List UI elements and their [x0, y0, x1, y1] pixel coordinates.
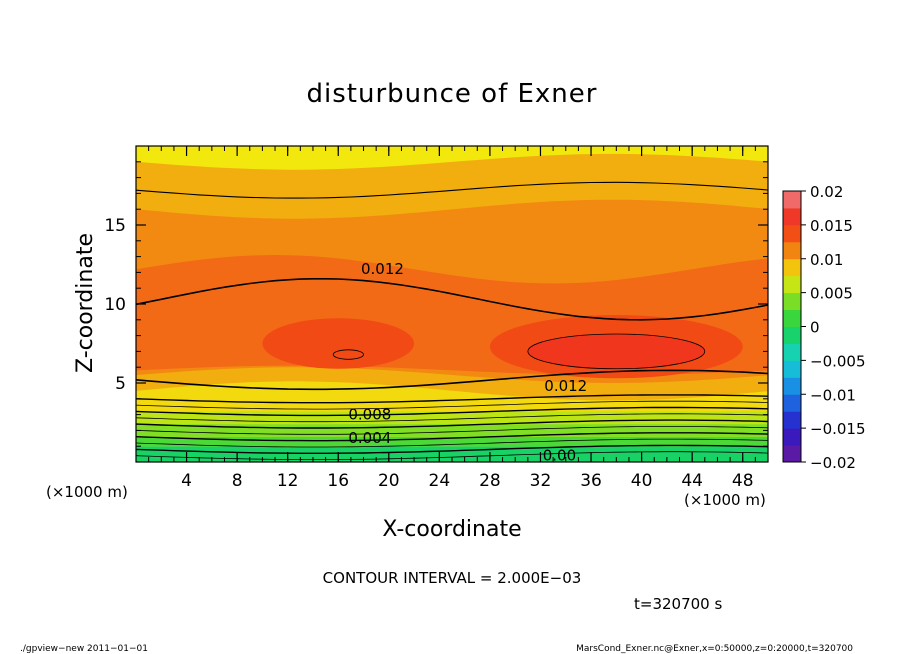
- colorbar-tick-label: −0.02: [810, 454, 856, 472]
- contour-label: 0.012: [361, 260, 404, 278]
- x-tick-label: 32: [530, 471, 552, 491]
- y-axis-label: Z-coordinate: [73, 233, 98, 373]
- colorbar-segment: [783, 411, 801, 429]
- y-axis-ticks: 5 10 15: [104, 145, 768, 463]
- contour-line-lower-4: [135, 419, 769, 429]
- max-region-left: [262, 318, 415, 369]
- x-axis-ticks: 4 8 12 16 20 24 28 32 36 40 44 48: [135, 146, 769, 491]
- x-tick-label: 16: [327, 471, 349, 491]
- colorbar-segment: [783, 343, 801, 361]
- x-unit-left: (×1000 m): [46, 483, 128, 501]
- colorbar-tick-label: 0.015: [810, 217, 853, 235]
- colorbar-segment: [783, 394, 801, 412]
- x-tick-label: 36: [580, 471, 602, 491]
- contour-line-lower-6: [135, 432, 769, 442]
- colorbar-tick-label: −0.01: [810, 386, 856, 404]
- colorbar-segment: [783, 428, 801, 446]
- colorbar-segment: [783, 241, 801, 260]
- colorbar-tick-label: −0.005: [810, 352, 866, 370]
- contour-label: 0.00: [543, 446, 576, 464]
- colorbar-segment: [783, 377, 801, 395]
- band-1: [136, 446, 768, 462]
- colorbar-segment: [783, 309, 801, 327]
- x-axis-label: X-coordinate: [382, 517, 521, 542]
- colorbar-segment: [783, 258, 801, 277]
- colorbar: 0.02 0.015 0.01 0.005 0 −0.005 −0.01 −0.015 −0.0…: [782, 183, 866, 472]
- contour-line-lower-0: [135, 394, 769, 404]
- y-tick-label: 5: [115, 374, 126, 394]
- colorbar-segment: [783, 275, 801, 294]
- colorbar-tick-label: 0.01: [810, 251, 843, 269]
- contour-label: 0.008: [348, 405, 391, 423]
- band-2: [136, 436, 768, 447]
- x-tick-label: 24: [429, 471, 451, 491]
- colorbar-segment: [783, 191, 801, 209]
- contour-line-upper: [135, 181, 769, 199]
- colorbar-segment: [783, 445, 801, 463]
- contour-line-lower-5: [135, 426, 769, 435]
- contour-line-lower-1: [135, 400, 769, 410]
- colorbar-segment: [783, 326, 801, 344]
- contour-line-lower-2: [135, 406, 769, 417]
- contour-line-0012-upper: [135, 278, 769, 321]
- plot-area: 0.012 0.012 0.008 0.004 0.00: [135, 145, 769, 464]
- time-label: t=320700 s: [634, 595, 722, 613]
- x-tick-label: 28: [479, 471, 501, 491]
- x-tick-label: 40: [631, 471, 653, 491]
- colorbar-tick-label: 0: [810, 319, 820, 337]
- colorbar-segment: [783, 207, 801, 226]
- x-tick-label: 8: [232, 471, 243, 491]
- x-tick-label: 12: [277, 471, 299, 491]
- x-unit-right: (×1000 m): [684, 491, 766, 509]
- chart-title: disturbunce of Exner: [307, 79, 598, 109]
- colorbar-segment: [783, 224, 801, 243]
- contour-line-0012-lower: [135, 369, 769, 391]
- colorbar-segment: [783, 292, 801, 311]
- colorbar-segment: [783, 360, 801, 378]
- x-tick-label: 4: [181, 471, 192, 491]
- contour-line-lower-8: [135, 444, 769, 454]
- y-tick-label: 10: [104, 295, 126, 315]
- x-tick-label: 44: [681, 471, 703, 491]
- max-contour-right: [527, 333, 706, 370]
- footer-right: MarsCond_Exner.nc@Exner,x=0:50000,z=0:20…: [576, 644, 853, 654]
- y-tick-label: 15: [104, 216, 126, 236]
- x-tick-label: 20: [378, 471, 400, 491]
- colorbar-tick-label: 0.02: [810, 183, 843, 201]
- contour-label: 0.004: [348, 429, 391, 447]
- contour-interval: CONTOUR INTERVAL = 2.000E−03: [323, 569, 582, 587]
- x-tick-label: 48: [732, 471, 754, 491]
- contour-label: 0.012: [544, 377, 587, 395]
- max-contour-left: [332, 349, 364, 360]
- colorbar-tick-label: −0.015: [810, 420, 866, 438]
- colorbar-tick-label: 0.005: [810, 285, 853, 303]
- contour-line-lower-3: [135, 413, 769, 423]
- contour-line-lower-7: [135, 438, 769, 448]
- footer-left: ./gpview−new 2011−01−01: [20, 644, 148, 654]
